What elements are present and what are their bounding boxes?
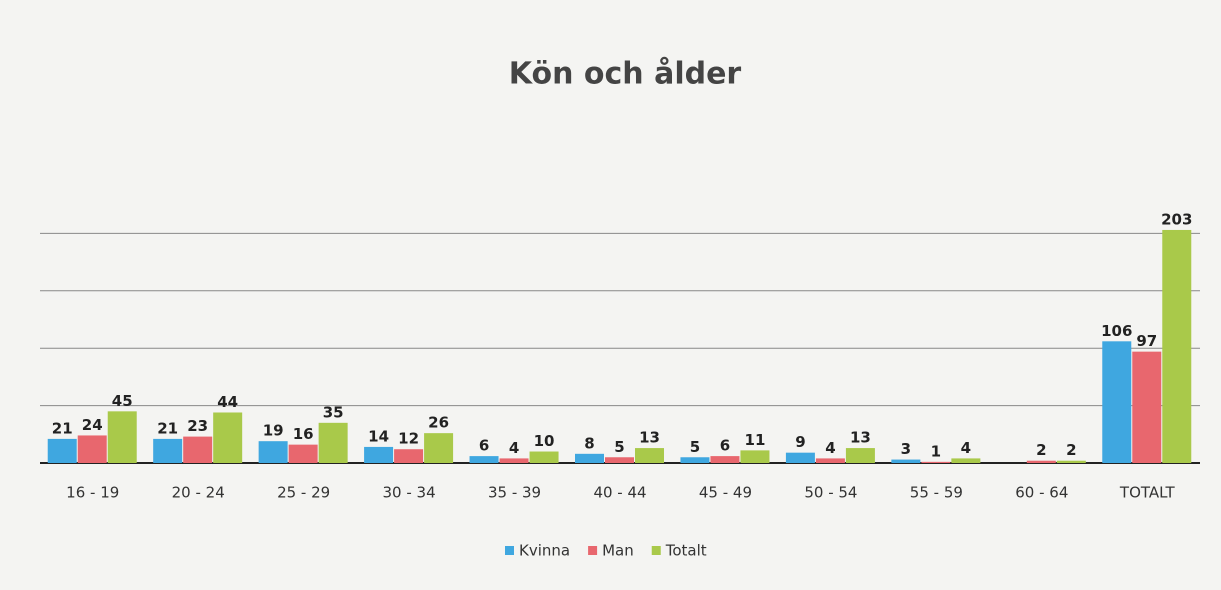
- legend-label: Kvinna: [519, 542, 570, 560]
- x-tick-label: 60 - 64: [1015, 484, 1068, 502]
- data-label: 4: [825, 439, 835, 457]
- bar: [213, 412, 243, 463]
- x-tick-label: 40 - 44: [593, 484, 646, 502]
- legend-label: Man: [602, 542, 634, 560]
- data-label: 23: [187, 417, 208, 435]
- data-label: 11: [745, 431, 766, 449]
- data-label: 1: [931, 442, 941, 460]
- x-tick-label: 25 - 29: [277, 484, 330, 502]
- bar: [107, 411, 137, 463]
- bar: [394, 449, 424, 463]
- bar: [258, 441, 288, 463]
- x-tick-label: 50 - 54: [804, 484, 857, 502]
- bar: [1056, 460, 1086, 463]
- bar: [921, 461, 951, 463]
- bar: [710, 456, 740, 463]
- bar: [469, 456, 499, 463]
- data-label: 2: [1036, 441, 1046, 459]
- data-label: 19: [263, 422, 284, 440]
- data-label: 6: [720, 437, 730, 455]
- bar: [891, 459, 921, 463]
- data-label: 16: [293, 425, 314, 443]
- data-label: 2: [1066, 441, 1076, 459]
- data-label: 8: [584, 434, 594, 452]
- bar: [47, 438, 77, 463]
- bar: [575, 453, 604, 463]
- data-label: 21: [52, 419, 73, 437]
- bar: [815, 458, 845, 463]
- x-tick-label: 16 - 19: [66, 484, 119, 502]
- data-label: 21: [157, 419, 178, 437]
- x-tick-label: 35 - 39: [488, 484, 541, 502]
- x-tick-label: 30 - 34: [383, 484, 436, 502]
- legend-label: Totalt: [665, 542, 707, 560]
- data-label: 45: [112, 392, 133, 410]
- data-label: 10: [534, 432, 555, 450]
- legend-swatch: [505, 546, 514, 555]
- bar: [845, 448, 875, 463]
- bar: [680, 457, 710, 463]
- data-label: 5: [690, 438, 700, 456]
- data-label: 106: [1101, 322, 1132, 340]
- data-label: 12: [398, 430, 419, 448]
- bar: [364, 446, 394, 463]
- data-label: 13: [850, 429, 871, 447]
- data-label: 24: [82, 416, 103, 434]
- bar: [1162, 229, 1192, 463]
- data-label: 9: [795, 433, 805, 451]
- bar: [635, 448, 664, 463]
- chart-title: Kön och ålder: [509, 56, 742, 92]
- bar: [605, 457, 634, 463]
- bar: [318, 422, 348, 463]
- data-label: 35: [323, 403, 344, 421]
- data-label: 14: [368, 427, 389, 445]
- data-label: 5: [614, 438, 624, 456]
- data-label: 44: [217, 393, 238, 411]
- data-label: 97: [1136, 332, 1157, 350]
- data-label: 6: [479, 437, 489, 455]
- data-label: 4: [961, 439, 971, 457]
- bar: [77, 435, 107, 463]
- bar: [951, 458, 981, 463]
- bar: [288, 444, 318, 463]
- data-label: 26: [428, 414, 449, 432]
- legend-swatch: [651, 546, 661, 555]
- legend-swatch: [588, 546, 598, 555]
- x-tick-label: TOTALT: [1119, 484, 1176, 502]
- bar: [529, 451, 559, 463]
- bar: [1102, 341, 1132, 463]
- bar: [1132, 351, 1162, 463]
- bar: [424, 433, 454, 463]
- x-tick-label: 45 - 49: [699, 484, 752, 502]
- bar: [183, 436, 213, 463]
- bar: [1026, 460, 1056, 463]
- data-label: 4: [509, 439, 519, 457]
- x-tick-label: 20 - 24: [172, 484, 225, 502]
- bar: [153, 438, 183, 463]
- bar: [740, 450, 770, 463]
- x-tick-label: 55 - 59: [910, 484, 963, 502]
- data-label: 13: [639, 429, 660, 447]
- data-label: 3: [901, 440, 911, 458]
- bar: [499, 458, 529, 463]
- bar: [785, 452, 815, 463]
- data-label: 203: [1161, 210, 1192, 228]
